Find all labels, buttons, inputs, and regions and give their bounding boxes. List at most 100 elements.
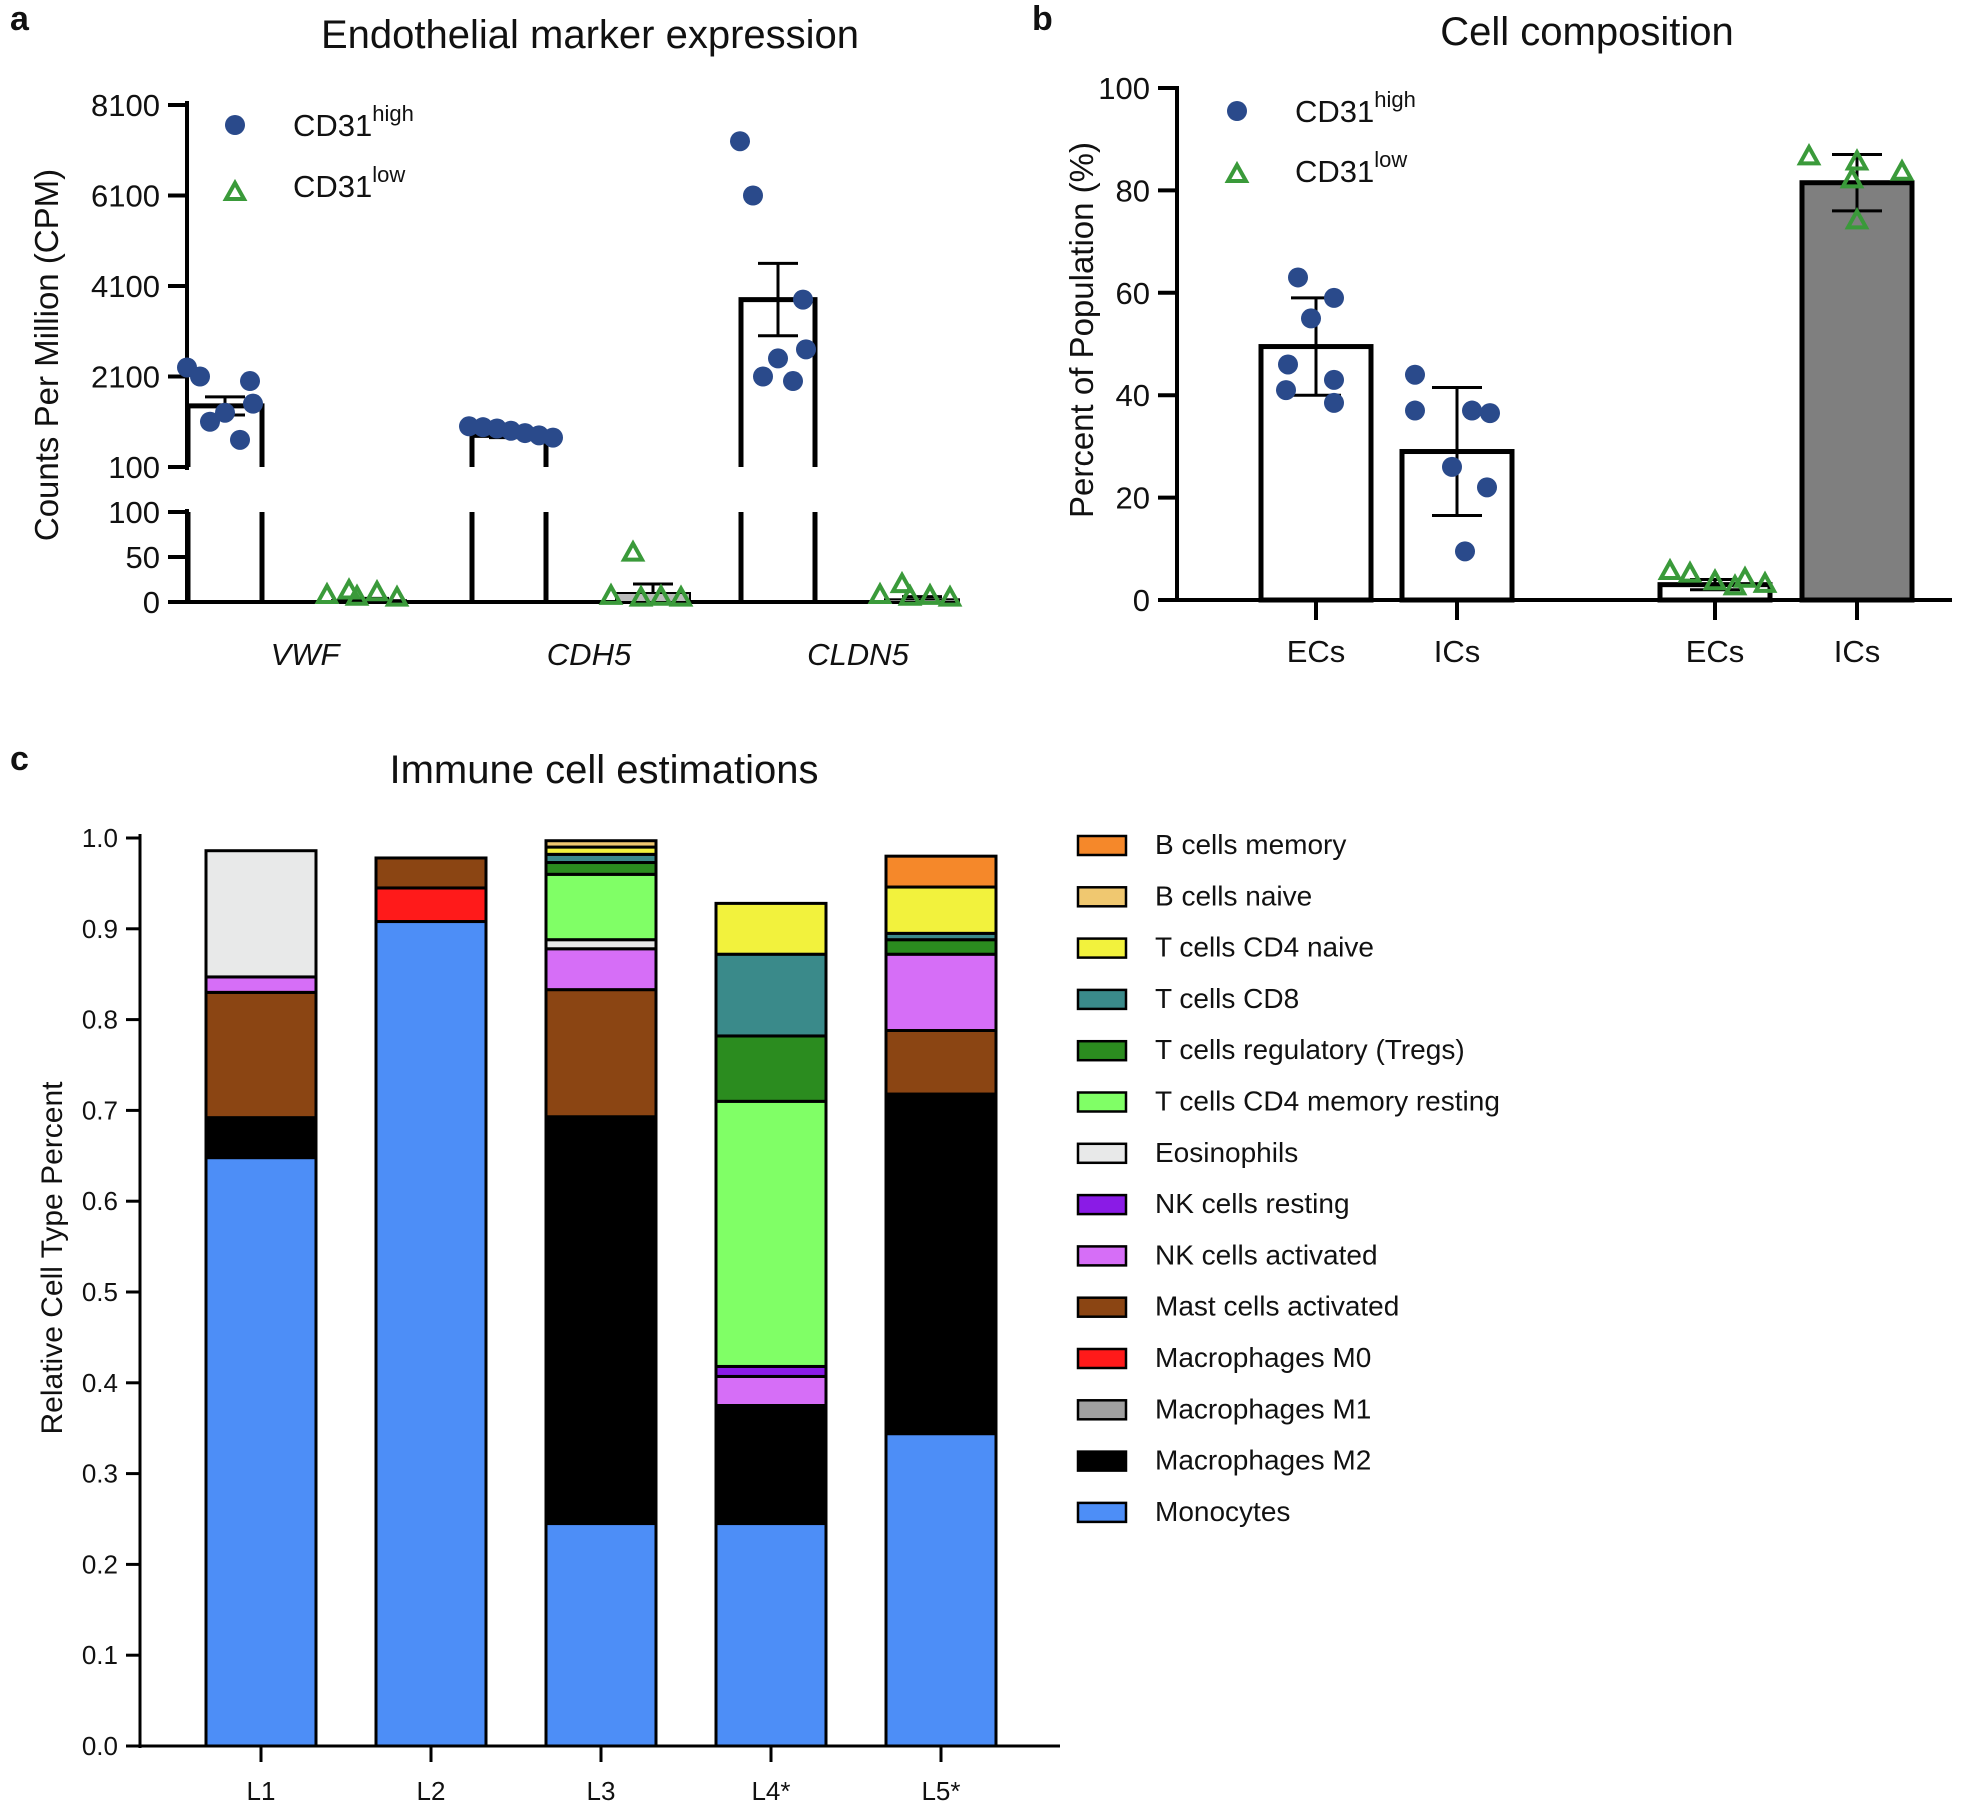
chart-c-ytick-label: 0.3 [82, 1459, 118, 1489]
chart-c-legend-label: Macrophages M2 [1155, 1445, 1371, 1476]
chart-c-legend-label: T cells regulatory (Tregs) [1155, 1034, 1465, 1065]
chart-a-xtick-label: CLDN5 [807, 637, 909, 672]
chart-a-point-low [336, 577, 362, 600]
chart-c-ylabel: Relative Cell Type Percent [36, 1081, 69, 1435]
chart-b-point-high [1455, 541, 1475, 562]
chart-c-legend-label: NK cells resting [1155, 1188, 1350, 1219]
chart-c-ytick-label: 0.5 [82, 1277, 118, 1307]
chart-c-segment [204, 990, 318, 1120]
chart-c-legend-label: B cells naive [1155, 880, 1312, 911]
chart-a-ytick-label: 8100 [91, 88, 160, 123]
chart-b-point-high [1480, 403, 1500, 424]
chart-c-legend-label: B cells memory [1155, 829, 1346, 860]
chart-b-ytick-label: 20 [1116, 481, 1150, 516]
chart-c-segment [884, 938, 998, 956]
chart-b-point-high [1324, 392, 1344, 413]
chart-a-point-high [796, 339, 816, 360]
chart-c-segment [714, 1099, 828, 1368]
chart-c-segment [884, 1092, 998, 1436]
legend-a-high-label: CD31high [293, 101, 414, 143]
chart-a-point-high [783, 371, 803, 392]
chart-c-legend-swatch [1076, 886, 1128, 908]
chart-b-ylabel: Percent of Population (%) [1063, 142, 1100, 518]
chart-c-segment [544, 1522, 658, 1748]
chart-a-point-low [364, 578, 390, 602]
chart-b-point-high [1324, 369, 1344, 390]
chart-c-segment [544, 872, 658, 942]
chart-c-ytick-label: 0.9 [82, 914, 118, 944]
chart-c-legend-swatch [1076, 1193, 1128, 1216]
chart-b-point-low [1844, 207, 1870, 230]
chart-a-point-low [598, 582, 624, 605]
chart-c-legend-swatch [1076, 988, 1128, 1011]
chart-c-ytick-label: 1.0 [82, 823, 118, 853]
chart-a-point-low [889, 570, 915, 594]
chart-a-ytick-label: 2100 [91, 360, 160, 395]
legend-b-low-marker [1224, 160, 1250, 183]
chart-c-legend-swatch [1076, 1501, 1128, 1524]
chart-a-point-high [543, 427, 563, 448]
chart-a-ytick-label: 50 [126, 540, 160, 575]
chart-c-ytick-label: 0.8 [82, 1005, 118, 1035]
chart-a-point-low [867, 581, 893, 604]
chart-c-xtick-label: L4* [751, 1776, 790, 1806]
chart-a-point-high [200, 411, 220, 432]
chart-c-segment [884, 1432, 998, 1748]
chart-a-point-low [668, 584, 694, 607]
chart-a-point-low [314, 581, 340, 604]
chart-a-point-high [768, 348, 788, 369]
chart-b: 0 20 40 60 80 100 ECs ICs ECs ICs [1098, 71, 1952, 669]
chart-b-point-high [1405, 400, 1425, 421]
chart-a-point-high [240, 371, 260, 392]
legend-b-high-label: CD31high [1295, 87, 1416, 129]
chart-b-point-low [1752, 570, 1778, 593]
chart-c-legend-swatch [1076, 1296, 1128, 1318]
chart-a-point-low [897, 583, 923, 606]
legend-a-high-marker [225, 115, 245, 135]
panel-letter-a: a [10, 0, 30, 38]
chart-b-point-low [1702, 567, 1728, 591]
chart-c-segment [884, 885, 998, 935]
chart-a: 8100 6100 4100 2100 100 100 50 0 VWF CDH5 CLDN5 [91, 88, 963, 672]
chart-c-legend-label: Mast cells activated [1155, 1291, 1399, 1322]
chart-c-segment [204, 849, 318, 979]
chart-b-point-low [1722, 573, 1748, 596]
chart-c-legend-label: Macrophages M0 [1155, 1342, 1371, 1373]
chart-c-legend-label: T cells CD4 memory resting [1155, 1086, 1500, 1117]
chart-a-bar-high-lower [469, 512, 549, 602]
chart-c-segment [714, 1374, 828, 1407]
chart-a-point-high [743, 185, 763, 206]
chart-b-errorbar [1432, 386, 1482, 518]
chart-c-segment [884, 1028, 998, 1096]
chart-a-point-low [648, 583, 674, 606]
chart-c: 0.0 0.1 0.2 0.3 0.4 0.5 0.6 0.7 0.8 0.9 1.0 L1 L2 L3 L… [82, 823, 1500, 1806]
chart-c-segment [714, 952, 828, 1038]
chart-b-point-low [1657, 557, 1683, 581]
chart-b-point-high [1288, 267, 1308, 288]
chart-b-point-low [1796, 143, 1822, 166]
chart-a-point-low [344, 583, 370, 606]
chart-c-legend-label: Macrophages M1 [1155, 1393, 1371, 1424]
chart-a-ytick-label: 100 [108, 450, 160, 485]
chart-a-point-low [628, 584, 654, 607]
chart-c-segment [714, 1522, 828, 1748]
chart-a-point-low [917, 582, 943, 605]
chart-b-point-high [1276, 380, 1296, 401]
chart-a-ytick-label: 100 [108, 495, 160, 530]
chart-c-legend-swatch [1076, 1450, 1128, 1472]
chart-c-ytick-label: 0.7 [82, 1095, 118, 1125]
legend-a-low-marker [222, 178, 248, 201]
chart-a-ytick-label: 0 [143, 585, 160, 620]
chart-c-legend-label: Monocytes [1155, 1496, 1290, 1527]
chart-b-bar-low [1799, 180, 1915, 603]
chart-c-segment [884, 952, 998, 1032]
chart-b-ytick-label: 80 [1116, 173, 1150, 208]
chart-b-point-high [1324, 287, 1344, 308]
chart-c-segment [714, 1404, 828, 1526]
chart-a-point-high [243, 393, 263, 414]
chart-b-point-high [1462, 400, 1482, 421]
chart-c-legend-label: NK cells activated [1155, 1239, 1378, 1270]
chart-c-legend-swatch [1076, 937, 1128, 959]
chart-a-ytick-label: 4100 [91, 269, 160, 304]
